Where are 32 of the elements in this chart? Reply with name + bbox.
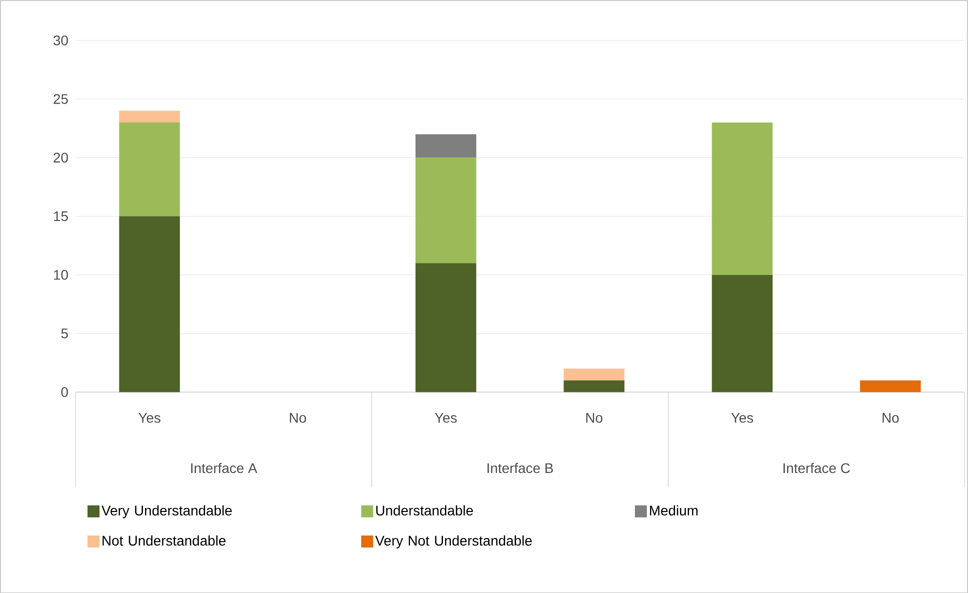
x-tick-label: No <box>586 412 602 423</box>
y-tick-label: 5 <box>61 328 68 338</box>
y-tick-label: 30 <box>53 35 68 46</box>
text: Interface B <box>488 462 553 473</box>
x-tick-label: Yes <box>434 412 457 423</box>
text: Interface C <box>784 462 850 473</box>
bar <box>119 216 180 392</box>
x-tick-label: Yes <box>731 412 754 423</box>
legend-label: Not Understandable <box>102 535 226 546</box>
bar <box>564 380 624 392</box>
legend-label: Understandable <box>376 505 473 516</box>
bar <box>416 134 476 158</box>
bar <box>119 122 180 216</box>
text: Interface A <box>191 462 258 473</box>
x-tick-label: Yes <box>138 412 160 423</box>
x-tick-label: No <box>882 412 899 423</box>
y-tick-label: 15 <box>54 211 68 221</box>
legend-label: Very Not Understandable <box>375 535 532 548</box>
y-tick-label: 25 <box>54 94 68 104</box>
bar <box>564 368 624 380</box>
y-tick-label: 20 <box>54 152 68 162</box>
y-tick-label: 0 <box>61 386 68 397</box>
legend-label: Very Understandable <box>102 505 232 518</box>
bar <box>712 122 773 275</box>
bar <box>416 262 476 392</box>
bar <box>712 274 773 392</box>
bar <box>416 157 476 263</box>
x-tick-label: No <box>290 412 306 423</box>
bar <box>119 110 180 122</box>
y-tick-label: 10 <box>54 270 68 280</box>
legend-label: Medium <box>650 505 698 516</box>
bar <box>860 380 921 392</box>
